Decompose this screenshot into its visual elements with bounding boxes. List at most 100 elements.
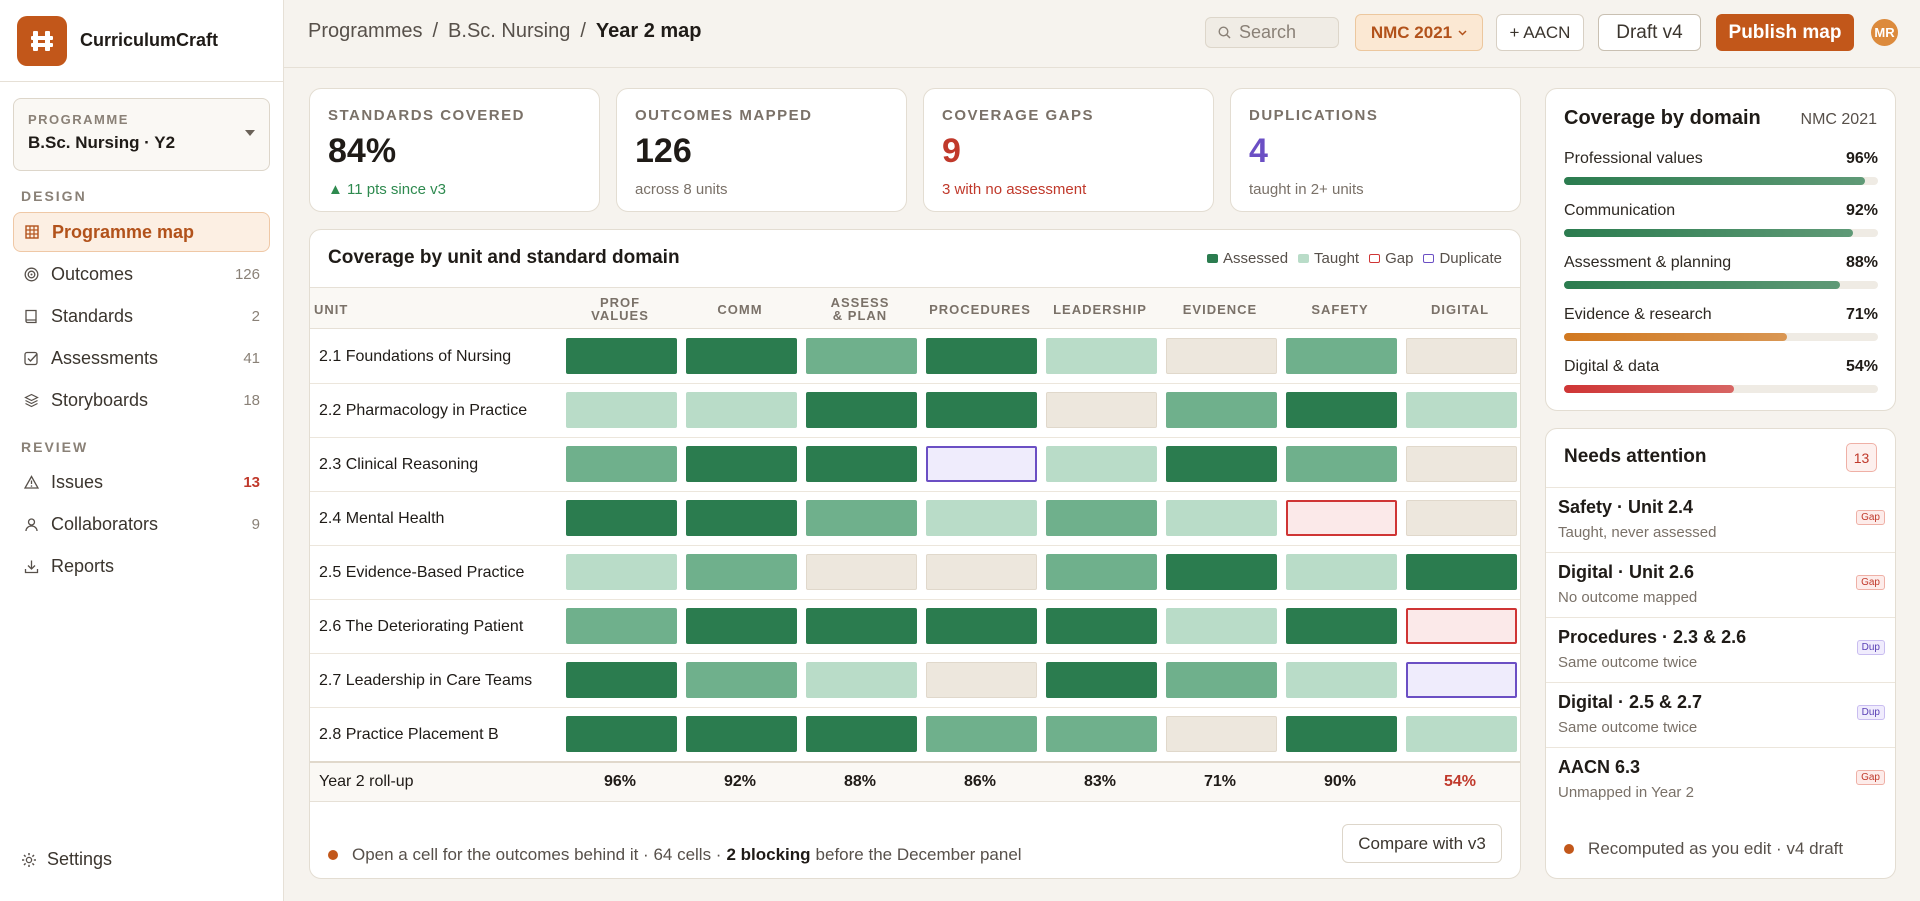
heatmap-cell[interactable] xyxy=(686,608,797,644)
heatmap-cell[interactable] xyxy=(1286,716,1397,752)
heatmap-cell[interactable] xyxy=(1286,392,1397,428)
sidebar-item-programme-map[interactable]: Programme map xyxy=(13,212,270,252)
heatmap-cell[interactable] xyxy=(1286,662,1397,698)
compare-button[interactable]: Compare with v3 xyxy=(1342,824,1502,863)
search-input[interactable]: Search xyxy=(1205,17,1339,48)
sidebar-item-assessments[interactable]: Assessments 41 xyxy=(13,338,270,378)
section-review-label: REVIEW xyxy=(21,439,89,455)
domain-progress-fill xyxy=(1564,177,1866,185)
heatmap-cell[interactable] xyxy=(1166,338,1277,374)
sidebar-item-settings[interactable]: Settings xyxy=(21,849,112,870)
heatmap-cell[interactable] xyxy=(926,338,1037,374)
list-item[interactable]: Digital · 2.5 & 2.7 Same outcome twice Dup xyxy=(1546,682,1895,746)
heatmap-cell[interactable] xyxy=(926,608,1037,644)
heatmap-cell[interactable] xyxy=(566,608,677,644)
coverage-heatmap-card: Coverage by unit and standard domain Ass… xyxy=(309,229,1521,879)
heatmap-cell[interactable] xyxy=(1406,554,1517,590)
heatmap-cell[interactable] xyxy=(806,716,917,752)
standard-select[interactable]: NMC 2021 xyxy=(1355,14,1483,51)
heatmap-cell[interactable] xyxy=(566,716,677,752)
heatmap-cell[interactable] xyxy=(566,662,677,698)
heatmap-cell[interactable] xyxy=(1286,608,1397,644)
heatmap-cell[interactable] xyxy=(686,500,797,536)
heatmap-cell[interactable] xyxy=(806,662,917,698)
heatmap-cell[interactable] xyxy=(1406,338,1517,374)
heatmap-cell[interactable] xyxy=(1046,500,1157,536)
heatmap-cell[interactable] xyxy=(926,500,1037,536)
heatmap-cell[interactable] xyxy=(806,446,917,482)
unit-label: 2.2 Pharmacology in Practice xyxy=(319,402,528,419)
heatmap-cell[interactable] xyxy=(1046,716,1157,752)
list-item[interactable]: Digital · Unit 2.6 No outcome mapped Gap xyxy=(1546,552,1895,616)
search-placeholder: Search xyxy=(1239,22,1297,42)
book-icon xyxy=(23,308,39,324)
sidebar-item-reports[interactable]: Reports xyxy=(13,546,270,586)
heatmap-cell[interactable] xyxy=(926,392,1037,428)
list-item[interactable]: AACN 6.3 Unmapped in Year 2 Gap xyxy=(1546,747,1895,811)
heatmap-cell[interactable] xyxy=(1166,716,1277,752)
heatmap-cell[interactable] xyxy=(806,608,917,644)
heatmap-cell[interactable] xyxy=(1166,608,1277,644)
heatmap-cell[interactable] xyxy=(566,500,677,536)
heatmap-cell[interactable] xyxy=(1166,554,1277,590)
heatmap-cell[interactable] xyxy=(1046,446,1157,482)
unit-label: 2.8 Practice Placement B xyxy=(319,726,499,743)
sidebar-item-collaborators[interactable]: Collaborators 9 xyxy=(13,504,270,544)
heatmap-cell[interactable] xyxy=(806,392,917,428)
heatmap-cell[interactable] xyxy=(1406,500,1517,536)
domain-pct: 92% xyxy=(1845,202,1878,219)
heatmap-cell[interactable] xyxy=(1166,500,1277,536)
heatmap-cell[interactable] xyxy=(686,716,797,752)
heatmap-cell[interactable] xyxy=(926,662,1037,698)
heatmap-cell[interactable] xyxy=(566,554,677,590)
list-item[interactable]: Procedures · 2.3 & 2.6 Same outcome twice… xyxy=(1546,617,1895,681)
app-logo[interactable] xyxy=(17,15,67,66)
heatmap-cell[interactable] xyxy=(926,446,1037,482)
breadcrumb-programme[interactable]: B.Sc. Nursing xyxy=(448,20,571,42)
unit-label: 2.3 Clinical Reasoning xyxy=(319,456,479,473)
heatmap-cell[interactable] xyxy=(1286,500,1397,536)
heatmap-cell[interactable] xyxy=(1046,662,1157,698)
heatmap-cell[interactable] xyxy=(1046,338,1157,374)
publish-map-button[interactable]: Publish map xyxy=(1716,14,1854,51)
avatar[interactable]: MR xyxy=(1871,19,1898,46)
sidebar-item-storyboards[interactable]: Storyboards 18 xyxy=(13,380,270,420)
target-icon xyxy=(23,266,39,282)
heatmap-cell[interactable] xyxy=(1166,392,1277,428)
heatmap-cell[interactable] xyxy=(926,716,1037,752)
heatmap-cell[interactable] xyxy=(1166,446,1277,482)
heatmap-cell[interactable] xyxy=(686,554,797,590)
programme-selector[interactable]: PROGRAMME B.Sc. Nursing · Y2 xyxy=(13,98,270,171)
heatmap-cell[interactable] xyxy=(1046,392,1157,428)
heatmap-cell[interactable] xyxy=(566,338,677,374)
heatmap-cell[interactable] xyxy=(566,446,677,482)
heatmap-cell[interactable] xyxy=(686,338,797,374)
heatmap-cell[interactable] xyxy=(1406,446,1517,482)
add-standard-button[interactable]: + AACN xyxy=(1496,14,1584,51)
list-item[interactable]: Safety · Unit 2.4 Taught, never assessed G… xyxy=(1546,487,1895,551)
heatmap-cell[interactable] xyxy=(1046,608,1157,644)
heatmap-cell[interactable] xyxy=(1406,608,1517,644)
heatmap-cell[interactable] xyxy=(806,554,917,590)
heatmap-cell[interactable] xyxy=(1286,446,1397,482)
sidebar-item-outcomes[interactable]: Outcomes 126 xyxy=(13,254,270,294)
heatmap-cell[interactable] xyxy=(1406,716,1517,752)
heatmap-cell[interactable] xyxy=(686,392,797,428)
heatmap-cell[interactable] xyxy=(1406,662,1517,698)
kpi-value: 126 xyxy=(635,132,692,170)
heatmap-cell[interactable] xyxy=(1166,662,1277,698)
sidebar-item-issues[interactable]: Issues 13 xyxy=(13,462,270,502)
heatmap-cell[interactable] xyxy=(1286,554,1397,590)
heatmap-cell[interactable] xyxy=(806,338,917,374)
heatmap-cell[interactable] xyxy=(806,500,917,536)
heatmap-cell[interactable] xyxy=(926,554,1037,590)
heatmap-cell[interactable] xyxy=(1406,392,1517,428)
heatmap-cell[interactable] xyxy=(1046,554,1157,590)
heatmap-cell[interactable] xyxy=(566,392,677,428)
breadcrumb-programmes[interactable]: Programmes xyxy=(308,20,423,42)
heatmap-cell[interactable] xyxy=(1286,338,1397,374)
heatmap-cell[interactable] xyxy=(686,446,797,482)
sidebar-item-standards[interactable]: Standards 2 xyxy=(13,296,270,336)
heatmap-cell[interactable] xyxy=(686,662,797,698)
draft-version-button[interactable]: Draft v4 xyxy=(1598,14,1701,51)
